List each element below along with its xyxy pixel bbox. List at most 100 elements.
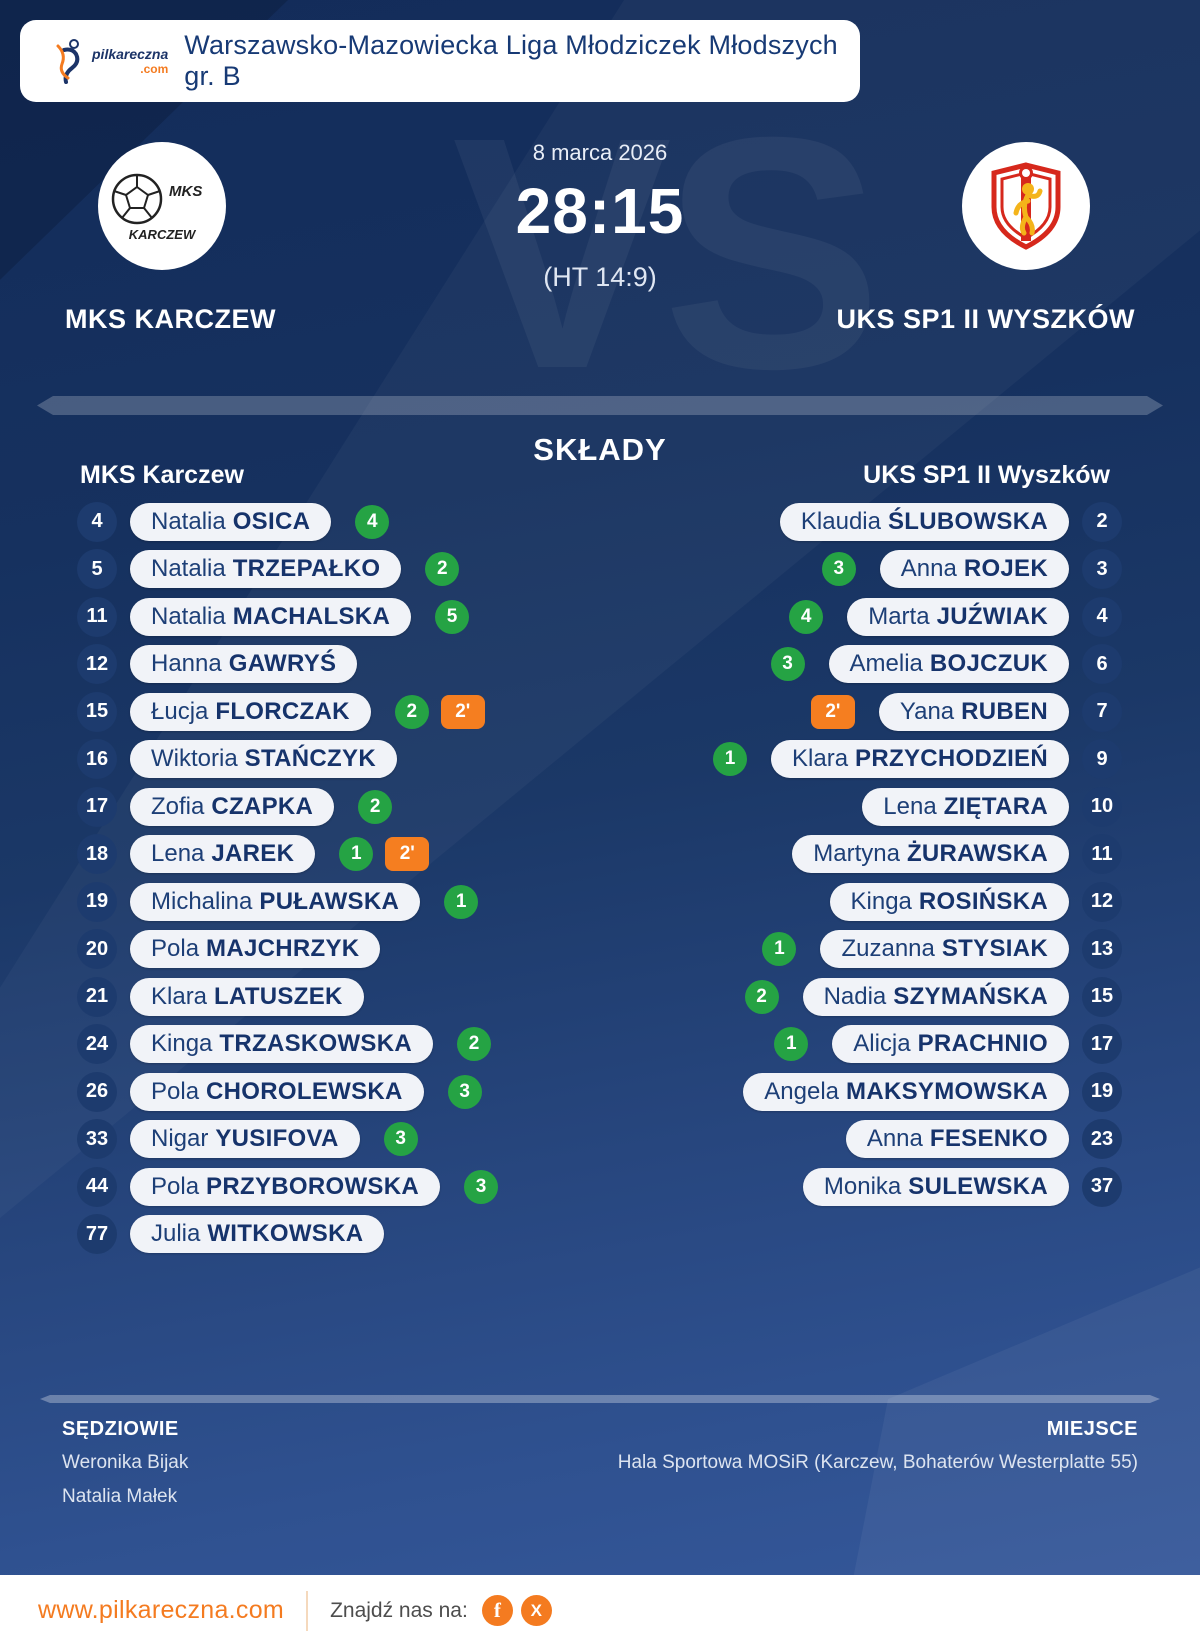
player-row: 17 Zofia CZAPKA 2 (77, 783, 498, 831)
home-column-header: MKS Karczew (80, 461, 244, 489)
referee-name: Weronika Bijak (62, 1452, 189, 1473)
player-row: Kinga ROSIŃSKA 12 (713, 878, 1122, 926)
player-number: 7 (1082, 691, 1122, 732)
match-date: 8 marca 2026 (532, 140, 668, 165)
away-team-name: UKS SP1 II WYSZKÓW (836, 304, 1135, 334)
player-last-name: PRZYBOROWSKA (206, 1172, 419, 1200)
player-last-name: STAŃCZYK (244, 745, 376, 773)
player-first-name: Wiktoria (151, 745, 238, 773)
goals-badge: 2 (358, 789, 393, 824)
brand-tld: .com (140, 62, 169, 76)
player-first-name: Michalina (151, 887, 253, 915)
player-row: 15 Łucja FLORCZAK 2 2' (77, 688, 498, 736)
match-info: 8 marca 2026 28:15 (HT 14:9) (0, 140, 1200, 293)
x-twitter-icon[interactable]: X (520, 1595, 552, 1626)
player-row: 77 Julia WITKOWSKA (77, 1211, 498, 1259)
player-number: 10 (1082, 786, 1122, 827)
player-number: 11 (1082, 834, 1122, 875)
player-name-pill: Wiktoria STAŃCZYK (130, 740, 397, 779)
player-first-name: Pola (151, 1077, 200, 1105)
player-name-pill: Michalina PUŁAWSKA (130, 882, 421, 921)
player-row: 1 Klara PRZYCHODZIEŃ 9 (713, 736, 1122, 784)
player-row: 33 Nigar YUSIFOVA 3 (77, 1116, 498, 1164)
player-name-pill: Angela MAKSYMOWSKA (743, 1072, 1069, 1111)
player-name-pill: Klaudia ŚLUBOWSKA (779, 502, 1069, 541)
player-last-name: SZYMAŃSKA (893, 982, 1048, 1010)
player-row: 1 Zuzanna STYSIAK 13 (713, 926, 1122, 974)
player-badges: 2 2' (394, 694, 485, 729)
player-first-name: Nadia (823, 982, 887, 1010)
player-last-name: RUBEN (961, 697, 1048, 725)
player-first-name: Natalia (151, 602, 226, 630)
player-row: 3 Anna ROJEK 3 (713, 546, 1122, 594)
goals-badge: 3 (447, 1074, 482, 1109)
player-name-pill: Klara PRZYCHODZIEŃ (771, 740, 1069, 779)
player-name-pill: Kinga ROSIŃSKA (829, 882, 1069, 921)
home-team-name: MKS KARCZEW (65, 304, 276, 334)
goals-badge: 1 (339, 837, 374, 872)
footer-separator (306, 1590, 309, 1631)
player-first-name: Łucja (151, 697, 209, 725)
player-last-name: GAWRYŚ (228, 650, 337, 678)
player-last-name: CZAPKA (211, 792, 314, 820)
player-last-name: ROSIŃSKA (918, 887, 1048, 915)
penalty-badge: 2' (810, 694, 855, 729)
player-number: 17 (77, 786, 117, 827)
player-badges: 1 (713, 742, 748, 777)
player-last-name: CHOROLEWSKA (206, 1077, 403, 1105)
player-last-name: JAREK (211, 840, 295, 868)
referee-name: Natalia Małek (62, 1486, 178, 1507)
player-name-pill: Pola CHOROLEWSKA (130, 1072, 424, 1111)
website-link[interactable]: www.pilkareczna.com (38, 1596, 285, 1624)
player-last-name: MAKSYMOWSKA (846, 1077, 1048, 1105)
player-number: 12 (77, 644, 117, 685)
player-badges: 3 (770, 647, 805, 682)
player-row: 5 Natalia TRZEPAŁKO 2 (77, 546, 498, 594)
player-badges: 5 (435, 599, 470, 634)
player-name-pill: Monika SULEWSKA (802, 1167, 1069, 1206)
facebook-icon[interactable]: f (481, 1595, 513, 1626)
player-number: 19 (1082, 1071, 1122, 1112)
player-last-name: JUŹWIAK (936, 602, 1048, 630)
player-row: 19 Michalina PUŁAWSKA 1 (77, 878, 498, 926)
player-last-name: FLORCZAK (215, 697, 350, 725)
vs-watermark: VS (452, 68, 882, 437)
player-first-name: Zuzanna (841, 935, 935, 963)
player-number: 37 (1082, 1166, 1122, 1207)
player-number: 12 (1082, 881, 1122, 922)
player-badges: 3 (821, 552, 856, 587)
home-team-logo: MKS KARCZEW (98, 142, 226, 270)
penalty-badge: 2' (385, 837, 430, 872)
player-name-pill: Natalia TRZEPAŁKO (130, 550, 402, 589)
player-number: 23 (1082, 1119, 1122, 1160)
player-last-name: OSICA (232, 507, 311, 535)
footer-bar: www.pilkareczna.com Znajdź nas na: f X (0, 1575, 1200, 1646)
goals-badge: 1 (713, 742, 748, 777)
player-name-pill: Lena JAREK (130, 835, 316, 874)
player-name-pill: Yana RUBEN (878, 692, 1069, 731)
player-last-name: LATUSZEK (214, 982, 343, 1010)
player-name-pill: Julia WITKOWSKA (130, 1215, 385, 1254)
player-first-name: Kinga (850, 887, 912, 915)
player-row: 16 Wiktoria STAŃCZYK (77, 736, 498, 784)
player-number: 13 (1082, 929, 1122, 970)
player-name-pill: Anna FESENKO (845, 1120, 1069, 1159)
player-name-pill: Łucja FLORCZAK (130, 692, 371, 731)
league-header-card: pilkareczna .com Warszawsko-Mazowiecka L… (20, 20, 860, 102)
player-first-name: Kinga (151, 1030, 213, 1058)
home-crest-text: KARCZEW (128, 227, 196, 243)
player-row: 4 Natalia OSICA 4 (77, 498, 498, 546)
away-team-logo (962, 142, 1090, 270)
svg-text:MKS: MKS (169, 183, 202, 200)
pilkareczna-logo: pilkareczna .com (50, 38, 168, 84)
goals-badge: 2 (744, 979, 779, 1014)
player-first-name: Pola (151, 935, 200, 963)
halftime-score: (HT 14:9) (543, 262, 657, 292)
player-badges: 2 (457, 1027, 492, 1062)
away-lineup-column: Klaudia ŚLUBOWSKA 2 3 Anna ROJEK 3 4 Marta JUŹWIA… (713, 498, 1122, 1211)
brand-name: pilkareczna (92, 46, 169, 62)
player-first-name: Martyna (813, 840, 900, 868)
player-number: 33 (77, 1119, 117, 1160)
player-row: 11 Natalia MACHALSKA 5 (77, 593, 498, 641)
